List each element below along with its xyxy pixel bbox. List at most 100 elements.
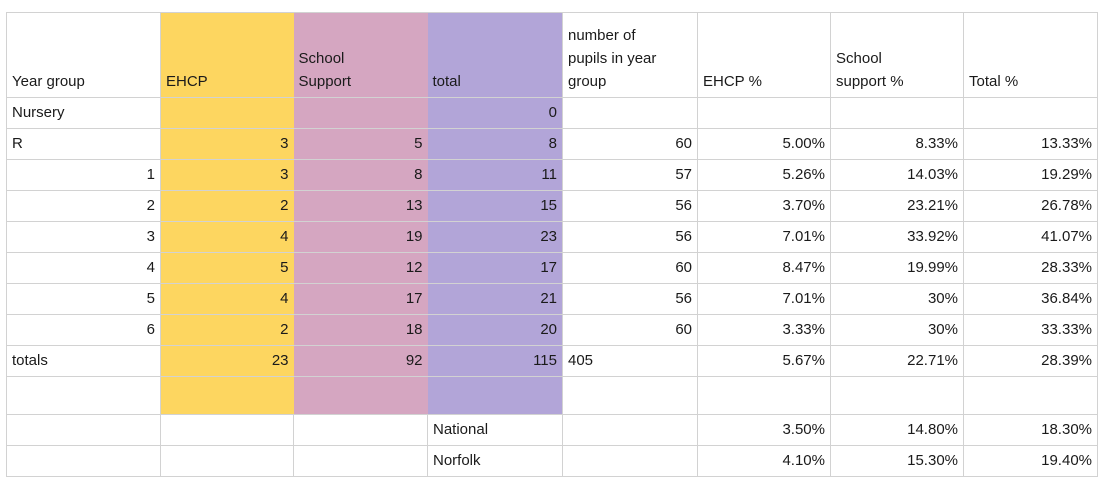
cell-year-5-school-support[interactable]: 17 <box>293 283 428 315</box>
cell-year-6-ehcp[interactable]: 2 <box>160 314 294 346</box>
cell-year-3-pupils-in-year[interactable]: 56 <box>562 221 698 253</box>
cell-nursery-ehcp[interactable] <box>160 97 294 129</box>
cell-year-3-ehcp-pct[interactable]: 7.01% <box>697 221 831 253</box>
cell-national-school-support-pct[interactable]: 14.80% <box>830 414 964 446</box>
cell-totals-total[interactable]: 115 <box>427 345 563 377</box>
cell-year-6-total[interactable]: 20 <box>427 314 563 346</box>
cell-national-ehcp-pct[interactable]: 3.50% <box>697 414 831 446</box>
cell-reception-year-group[interactable]: R <box>6 128 161 160</box>
cell-reception-total[interactable]: 8 <box>427 128 563 160</box>
cell-year-4-ehcp[interactable]: 5 <box>160 252 294 284</box>
cell-year-4-ehcp-pct[interactable]: 8.47% <box>697 252 831 284</box>
cell-year-3-year-group[interactable]: 3 <box>6 221 161 253</box>
cell-reception-ehcp[interactable]: 3 <box>160 128 294 160</box>
cell-year-1-pupils-in-year[interactable]: 57 <box>562 159 698 191</box>
cell-national-pupils-in-year[interactable] <box>562 414 698 446</box>
cell-year-6-school-support[interactable]: 18 <box>293 314 428 346</box>
cell-year-3-total[interactable]: 23 <box>427 221 563 253</box>
cell-spacer-school-support-pct[interactable] <box>830 376 964 415</box>
cell-year-5-ehcp-pct[interactable]: 7.01% <box>697 283 831 315</box>
cell-year-2-pupils-in-year[interactable]: 56 <box>562 190 698 222</box>
cell-year-4-school-support-pct[interactable]: 19.99% <box>830 252 964 284</box>
cell-year-5-pupils-in-year[interactable]: 56 <box>562 283 698 315</box>
cell-nursery-ehcp-pct[interactable] <box>697 97 831 129</box>
cell-year-2-year-group[interactable]: 2 <box>6 190 161 222</box>
cell-year-6-ehcp-pct[interactable]: 3.33% <box>697 314 831 346</box>
cell-reception-school-support-pct[interactable]: 8.33% <box>830 128 964 160</box>
cell-nursery-pupils-in-year[interactable] <box>562 97 698 129</box>
cell-year-6-pupils-in-year[interactable]: 60 <box>562 314 698 346</box>
cell-year-5-school-support-pct[interactable]: 30% <box>830 283 964 315</box>
cell-national-school-support[interactable] <box>293 414 428 446</box>
cell-nursery-school-support[interactable] <box>293 97 428 129</box>
cell-totals-school-support-pct[interactable]: 22.71% <box>830 345 964 377</box>
cell-totals-ehcp-pct[interactable]: 5.67% <box>697 345 831 377</box>
cell-header-ehcp-pct[interactable]: EHCP % <box>697 12 831 98</box>
cell-spacer-ehcp[interactable] <box>160 376 294 415</box>
cell-year-4-pupils-in-year[interactable]: 60 <box>562 252 698 284</box>
cell-year-6-school-support-pct[interactable]: 30% <box>830 314 964 346</box>
cell-norfolk-ehcp-pct[interactable]: 4.10% <box>697 445 831 477</box>
cell-totals-school-support[interactable]: 92 <box>293 345 428 377</box>
cell-norfolk-pupils-in-year[interactable] <box>562 445 698 477</box>
cell-norfolk-ehcp[interactable] <box>160 445 294 477</box>
cell-year-1-total-pct[interactable]: 19.29% <box>963 159 1098 191</box>
cell-reception-pupils-in-year[interactable]: 60 <box>562 128 698 160</box>
cell-year-2-total-pct[interactable]: 26.78% <box>963 190 1098 222</box>
cell-year-4-total[interactable]: 17 <box>427 252 563 284</box>
cell-totals-year-group[interactable]: totals <box>6 345 161 377</box>
cell-norfolk-total[interactable]: Norfolk <box>427 445 563 477</box>
cell-header-pupils-in-year[interactable]: number of pupils in year group <box>562 12 698 98</box>
cell-spacer-school-support[interactable] <box>293 376 428 415</box>
cell-national-total[interactable]: National <box>427 414 563 446</box>
cell-nursery-total-pct[interactable] <box>963 97 1098 129</box>
cell-reception-school-support[interactable]: 5 <box>293 128 428 160</box>
cell-spacer-total-pct[interactable] <box>963 376 1098 415</box>
cell-totals-total-pct[interactable]: 28.39% <box>963 345 1098 377</box>
cell-header-ehcp[interactable]: EHCP <box>160 12 294 98</box>
cell-year-2-ehcp-pct[interactable]: 3.70% <box>697 190 831 222</box>
cell-header-school-support[interactable]: School Support <box>293 12 428 98</box>
cell-year-6-total-pct[interactable]: 33.33% <box>963 314 1098 346</box>
cell-year-6-year-group[interactable]: 6 <box>6 314 161 346</box>
cell-year-5-year-group[interactable]: 5 <box>6 283 161 315</box>
cell-spacer-pupils-in-year[interactable] <box>562 376 698 415</box>
cell-year-1-total[interactable]: 11 <box>427 159 563 191</box>
cell-norfolk-school-support[interactable] <box>293 445 428 477</box>
cell-year-5-total[interactable]: 21 <box>427 283 563 315</box>
cell-year-1-ehcp-pct[interactable]: 5.26% <box>697 159 831 191</box>
cell-spacer-total[interactable] <box>427 376 563 415</box>
cell-national-year-group[interactable] <box>6 414 161 446</box>
cell-year-1-year-group[interactable]: 1 <box>6 159 161 191</box>
cell-reception-ehcp-pct[interactable]: 5.00% <box>697 128 831 160</box>
cell-year-3-school-support[interactable]: 19 <box>293 221 428 253</box>
cell-national-ehcp[interactable] <box>160 414 294 446</box>
cell-year-3-total-pct[interactable]: 41.07% <box>963 221 1098 253</box>
cell-norfolk-total-pct[interactable]: 19.40% <box>963 445 1098 477</box>
cell-header-total-pct[interactable]: Total % <box>963 12 1098 98</box>
cell-year-1-school-support[interactable]: 8 <box>293 159 428 191</box>
cell-year-5-total-pct[interactable]: 36.84% <box>963 283 1098 315</box>
cell-year-1-school-support-pct[interactable]: 14.03% <box>830 159 964 191</box>
cell-spacer-ehcp-pct[interactable] <box>697 376 831 415</box>
cell-nursery-year-group[interactable]: Nursery <box>6 97 161 129</box>
cell-norfolk-year-group[interactable] <box>6 445 161 477</box>
cell-totals-ehcp[interactable]: 23 <box>160 345 294 377</box>
cell-totals-pupils-in-year[interactable]: 405 <box>562 345 698 377</box>
cell-nursery-total[interactable]: 0 <box>427 97 563 129</box>
cell-nursery-school-support-pct[interactable] <box>830 97 964 129</box>
cell-year-1-ehcp[interactable]: 3 <box>160 159 294 191</box>
cell-national-total-pct[interactable]: 18.30% <box>963 414 1098 446</box>
cell-header-school-support-pct[interactable]: School support % <box>830 12 964 98</box>
cell-year-2-school-support-pct[interactable]: 23.21% <box>830 190 964 222</box>
cell-year-3-school-support-pct[interactable]: 33.92% <box>830 221 964 253</box>
cell-year-3-ehcp[interactable]: 4 <box>160 221 294 253</box>
cell-year-2-total[interactable]: 15 <box>427 190 563 222</box>
cell-year-4-school-support[interactable]: 12 <box>293 252 428 284</box>
cell-year-5-ehcp[interactable]: 4 <box>160 283 294 315</box>
cell-year-4-total-pct[interactable]: 28.33% <box>963 252 1098 284</box>
cell-header-year-group[interactable]: Year group <box>6 12 161 98</box>
cell-year-4-year-group[interactable]: 4 <box>6 252 161 284</box>
cell-year-2-ehcp[interactable]: 2 <box>160 190 294 222</box>
cell-spacer-year-group[interactable] <box>6 376 161 415</box>
